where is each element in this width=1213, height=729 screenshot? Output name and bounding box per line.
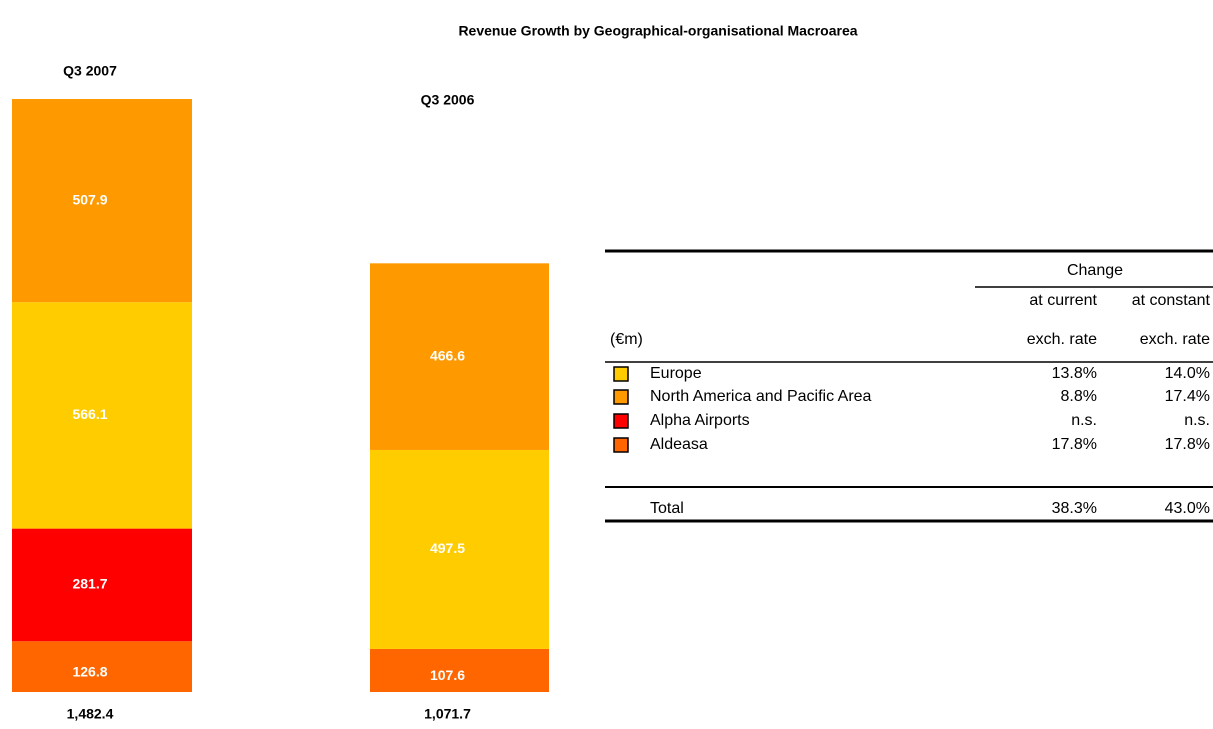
bar-segment <box>370 263 549 450</box>
bar-segment <box>12 641 192 692</box>
legend-swatch <box>613 413 629 429</box>
legend-label: Europe <box>650 365 702 382</box>
table-value: 17.8% <box>1165 436 1210 453</box>
value-label: 566.1 <box>72 406 107 422</box>
legend-swatch <box>613 366 629 382</box>
group-header: Change <box>1067 262 1123 279</box>
table-value: 8.8% <box>1061 388 1097 405</box>
legend-label: Aldeasa <box>650 436 708 453</box>
category-label: Q3 2006 <box>421 92 475 108</box>
column-header: at current <box>1029 292 1097 309</box>
total-name: Total <box>650 500 684 517</box>
bar-segment <box>12 99 192 303</box>
value-label: 107.6 <box>430 667 465 683</box>
table-value: n.s. <box>1184 412 1210 429</box>
legend-label: Alpha Airports <box>650 412 750 429</box>
unit-label: (€m) <box>610 331 643 348</box>
total-value: 38.3% <box>1052 500 1097 517</box>
legend-label: North America and Pacific Area <box>650 388 872 405</box>
bar-segment <box>12 528 192 642</box>
legend-swatch <box>613 389 629 405</box>
chart-title: Revenue Growth by Geographical-organisat… <box>458 23 857 39</box>
column-header: at constant <box>1132 292 1211 309</box>
table-value: 14.0% <box>1165 365 1210 382</box>
total-label: 1,482.4 <box>67 706 114 722</box>
category-label: Q3 2007 <box>63 63 117 79</box>
value-label: 466.6 <box>430 347 465 363</box>
table-value: 13.8% <box>1052 365 1097 382</box>
total-value: 43.0% <box>1165 500 1210 517</box>
total-label: 1,071.7 <box>424 706 471 722</box>
table-value: 17.4% <box>1165 388 1210 405</box>
value-label: 507.9 <box>72 191 107 207</box>
bar-segment <box>12 302 192 529</box>
column-header: exch. rate <box>1140 331 1210 348</box>
table-value: n.s. <box>1071 412 1097 429</box>
legend-swatch <box>613 437 629 453</box>
column-header: exch. rate <box>1027 331 1097 348</box>
bar-segment <box>370 648 549 692</box>
value-label: 126.8 <box>72 663 107 679</box>
value-label: 281.7 <box>72 576 107 592</box>
table-value: 17.8% <box>1052 436 1097 453</box>
value-label: 497.5 <box>430 540 465 556</box>
bar-segment <box>370 449 549 649</box>
